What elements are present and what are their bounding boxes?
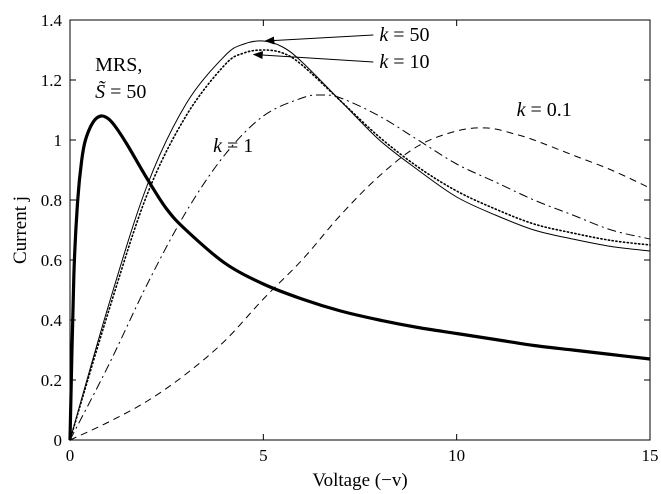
y-tick-label: 0 (54, 431, 63, 450)
x-tick-label: 15 (642, 446, 659, 465)
x-tick-label: 0 (66, 446, 75, 465)
annotation-label: k = 1 (213, 135, 253, 157)
annotation-label: MRS, (95, 54, 142, 76)
y-tick-label: 0.8 (41, 191, 62, 210)
y-tick-label: 0.4 (41, 311, 63, 330)
x-axis-label: Voltage (−v) (312, 470, 407, 491)
series-line-3 (69, 49, 651, 441)
series-line-4 (69, 94, 651, 441)
x-tick-label: 10 (448, 446, 465, 465)
y-tick-label: 0.2 (41, 371, 62, 390)
annotation-label: k = 0.1 (517, 99, 572, 121)
y-tick-label: 1.4 (41, 11, 63, 30)
annotation-label: k = 10 (379, 51, 429, 73)
x-tick-label: 5 (259, 446, 268, 465)
y-tick-label: 1 (54, 131, 63, 150)
y-tick-label: 0.6 (41, 251, 62, 270)
annotation-arrow (252, 51, 374, 63)
series-line-1 (68, 114, 651, 441)
y-axis-label: Current j (10, 196, 31, 264)
annotation-arrow (264, 34, 374, 45)
plot-frame (69, 19, 651, 441)
series-line-2 (69, 40, 651, 441)
series-layer (68, 40, 651, 441)
annotation-label: S̃ = 50 (95, 80, 146, 103)
ticks-layer: 0 5 10 15 0 0.2 0.4 0.6 0.8 1 1.2 1.4 (41, 11, 659, 465)
y-tick-label: 1.2 (41, 71, 62, 90)
annotation-label: k = 50 (379, 24, 429, 46)
series-line-5 (69, 127, 651, 441)
annotations-layer: k = 50 k = 10 k = 1 k = 0.1 MRS, S̃ = 50 (95, 24, 572, 157)
